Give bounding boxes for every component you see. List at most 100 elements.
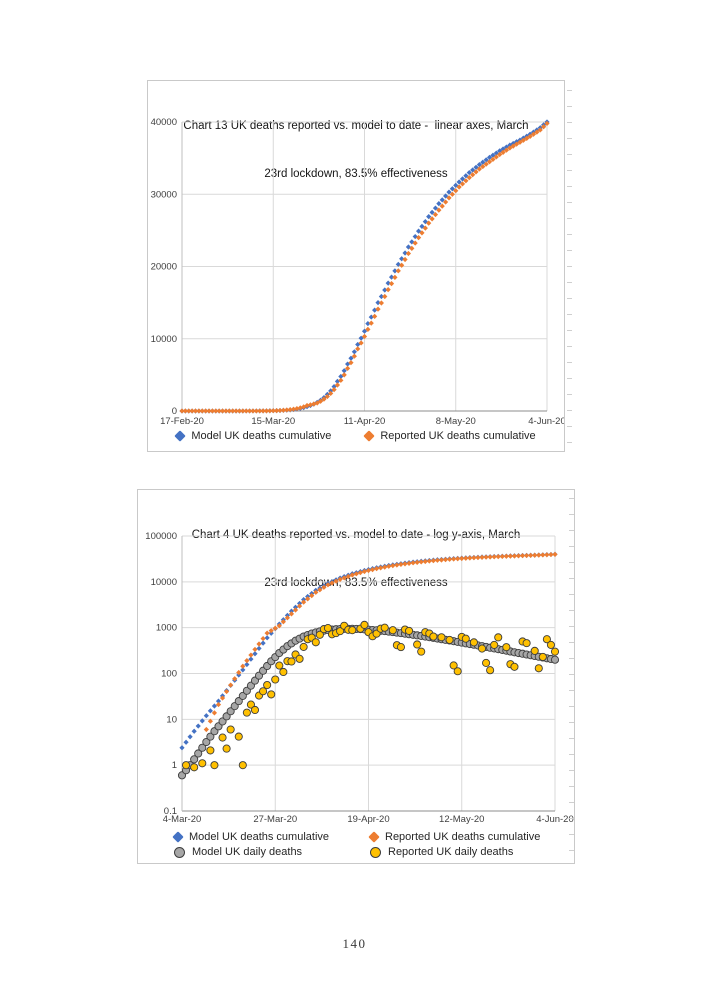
- data-point-diamond: [182, 408, 188, 414]
- data-point-circle: [246, 700, 255, 709]
- data-point-circle: [190, 763, 199, 772]
- data-point-diamond: [439, 203, 445, 209]
- data-point-diamond: [388, 281, 395, 287]
- data-point-diamond: [429, 216, 435, 222]
- data-point-diamond: [453, 188, 459, 194]
- data-point-diamond: [419, 230, 425, 236]
- legend-label: Reported UK daily deaths: [388, 846, 514, 858]
- x-tick-label: 12-May-20: [439, 814, 484, 825]
- data-point-diamond: [476, 162, 483, 168]
- data-point-circle: [417, 647, 426, 656]
- data-point-diamond: [270, 408, 276, 414]
- y-tick-label: 1: [172, 760, 177, 771]
- data-point-diamond: [257, 408, 263, 414]
- data-point-diamond: [361, 333, 368, 340]
- x-tick-label: 15-Mar-20: [251, 416, 295, 427]
- data-point-diamond: [248, 656, 254, 662]
- data-point-diamond: [206, 408, 212, 414]
- data-point-diamond: [189, 408, 195, 414]
- data-point-diamond: [470, 167, 476, 173]
- data-point-diamond: [368, 320, 374, 326]
- data-point-diamond: [248, 652, 254, 658]
- data-point-diamond: [510, 140, 516, 147]
- data-point-diamond: [334, 382, 341, 388]
- data-point-diamond: [398, 561, 404, 568]
- data-point-diamond: [491, 554, 497, 560]
- data-point-diamond: [439, 197, 445, 203]
- data-point-circle: [530, 646, 539, 655]
- y-tick-label: 10: [166, 714, 177, 725]
- data-point-circle: [486, 666, 495, 675]
- data-point-circle: [194, 749, 203, 758]
- data-point-circle: [275, 661, 284, 670]
- x-tick-label: 19-Apr-20: [347, 814, 389, 825]
- data-point-diamond: [203, 726, 209, 733]
- data-point-circle: [490, 640, 499, 649]
- data-point-circle: [534, 664, 543, 673]
- legend-label: Model UK deaths cumulative: [191, 430, 332, 442]
- data-point-diamond: [392, 274, 398, 280]
- data-point-circle: [396, 643, 405, 652]
- y-tick-label: 100: [161, 669, 177, 680]
- data-point-diamond: [304, 402, 310, 409]
- data-point-circle: [206, 732, 215, 741]
- legend-item: Reported UK deaths cumulative: [368, 831, 541, 843]
- data-point-circle: [461, 634, 470, 643]
- data-point-diamond: [294, 405, 300, 412]
- data-point-diamond: [470, 172, 476, 178]
- data-point-diamond: [541, 124, 547, 130]
- data-point-diamond: [203, 713, 209, 719]
- data-point-diamond: [422, 225, 428, 231]
- data-point-circle: [267, 690, 276, 699]
- legend-item: Reported UK deaths cumulative: [363, 430, 536, 442]
- data-point-diamond: [233, 408, 239, 414]
- diamond-marker-icon: [174, 430, 186, 442]
- data-point-diamond: [250, 408, 256, 414]
- x-tick-label: 8-May-20: [436, 416, 476, 427]
- legend-label: Reported UK deaths cumulative: [385, 831, 541, 843]
- data-point-diamond: [544, 552, 550, 558]
- data-point-diamond: [358, 340, 364, 346]
- data-point-diamond: [426, 214, 432, 220]
- data-point-diamond: [480, 159, 486, 165]
- data-point-diamond: [446, 195, 452, 201]
- data-point-diamond: [455, 556, 461, 562]
- data-point-diamond: [544, 120, 550, 127]
- data-point-diamond: [260, 640, 266, 646]
- data-point-diamond: [507, 145, 513, 151]
- data-point-circle: [482, 658, 491, 667]
- data-point-diamond: [236, 408, 243, 414]
- data-point-diamond: [412, 240, 418, 246]
- data-point-diamond: [385, 280, 391, 286]
- data-point-diamond: [309, 593, 315, 599]
- data-point-diamond: [490, 152, 496, 158]
- chart-plot-area: 0 10000 20000 30000 40000 17-Feb-20 15-Mar-20 1…: [151, 117, 564, 427]
- data-point-diamond: [213, 408, 219, 414]
- data-point-diamond: [196, 408, 202, 414]
- data-point-diamond: [256, 645, 262, 652]
- x-tick-label: 17-Feb-20: [160, 416, 204, 427]
- data-point-circle: [404, 626, 414, 635]
- data-point-diamond: [394, 562, 400, 568]
- data-point-diamond: [228, 682, 234, 688]
- data-point-circle: [315, 630, 324, 639]
- data-point-circle: [477, 644, 487, 653]
- x-tick-label: 11-Apr-20: [344, 416, 386, 427]
- data-point-circle: [348, 626, 357, 635]
- data-point-circle: [550, 647, 560, 656]
- data-point-circle: [218, 733, 227, 742]
- data-point-diamond: [406, 560, 412, 566]
- data-point-diamond: [434, 557, 441, 563]
- data-point-diamond: [243, 408, 249, 414]
- data-point-diamond: [528, 552, 534, 559]
- data-point-circle: [287, 657, 296, 666]
- data-point-circle: [242, 708, 251, 717]
- data-point-diamond: [517, 139, 523, 145]
- data-point-diamond: [365, 567, 372, 574]
- y-tick-label: 10000: [151, 334, 177, 345]
- data-point-diamond: [256, 641, 262, 647]
- data-point-diamond: [378, 300, 384, 306]
- data-point-diamond: [199, 408, 205, 414]
- data-point-circle: [550, 655, 560, 664]
